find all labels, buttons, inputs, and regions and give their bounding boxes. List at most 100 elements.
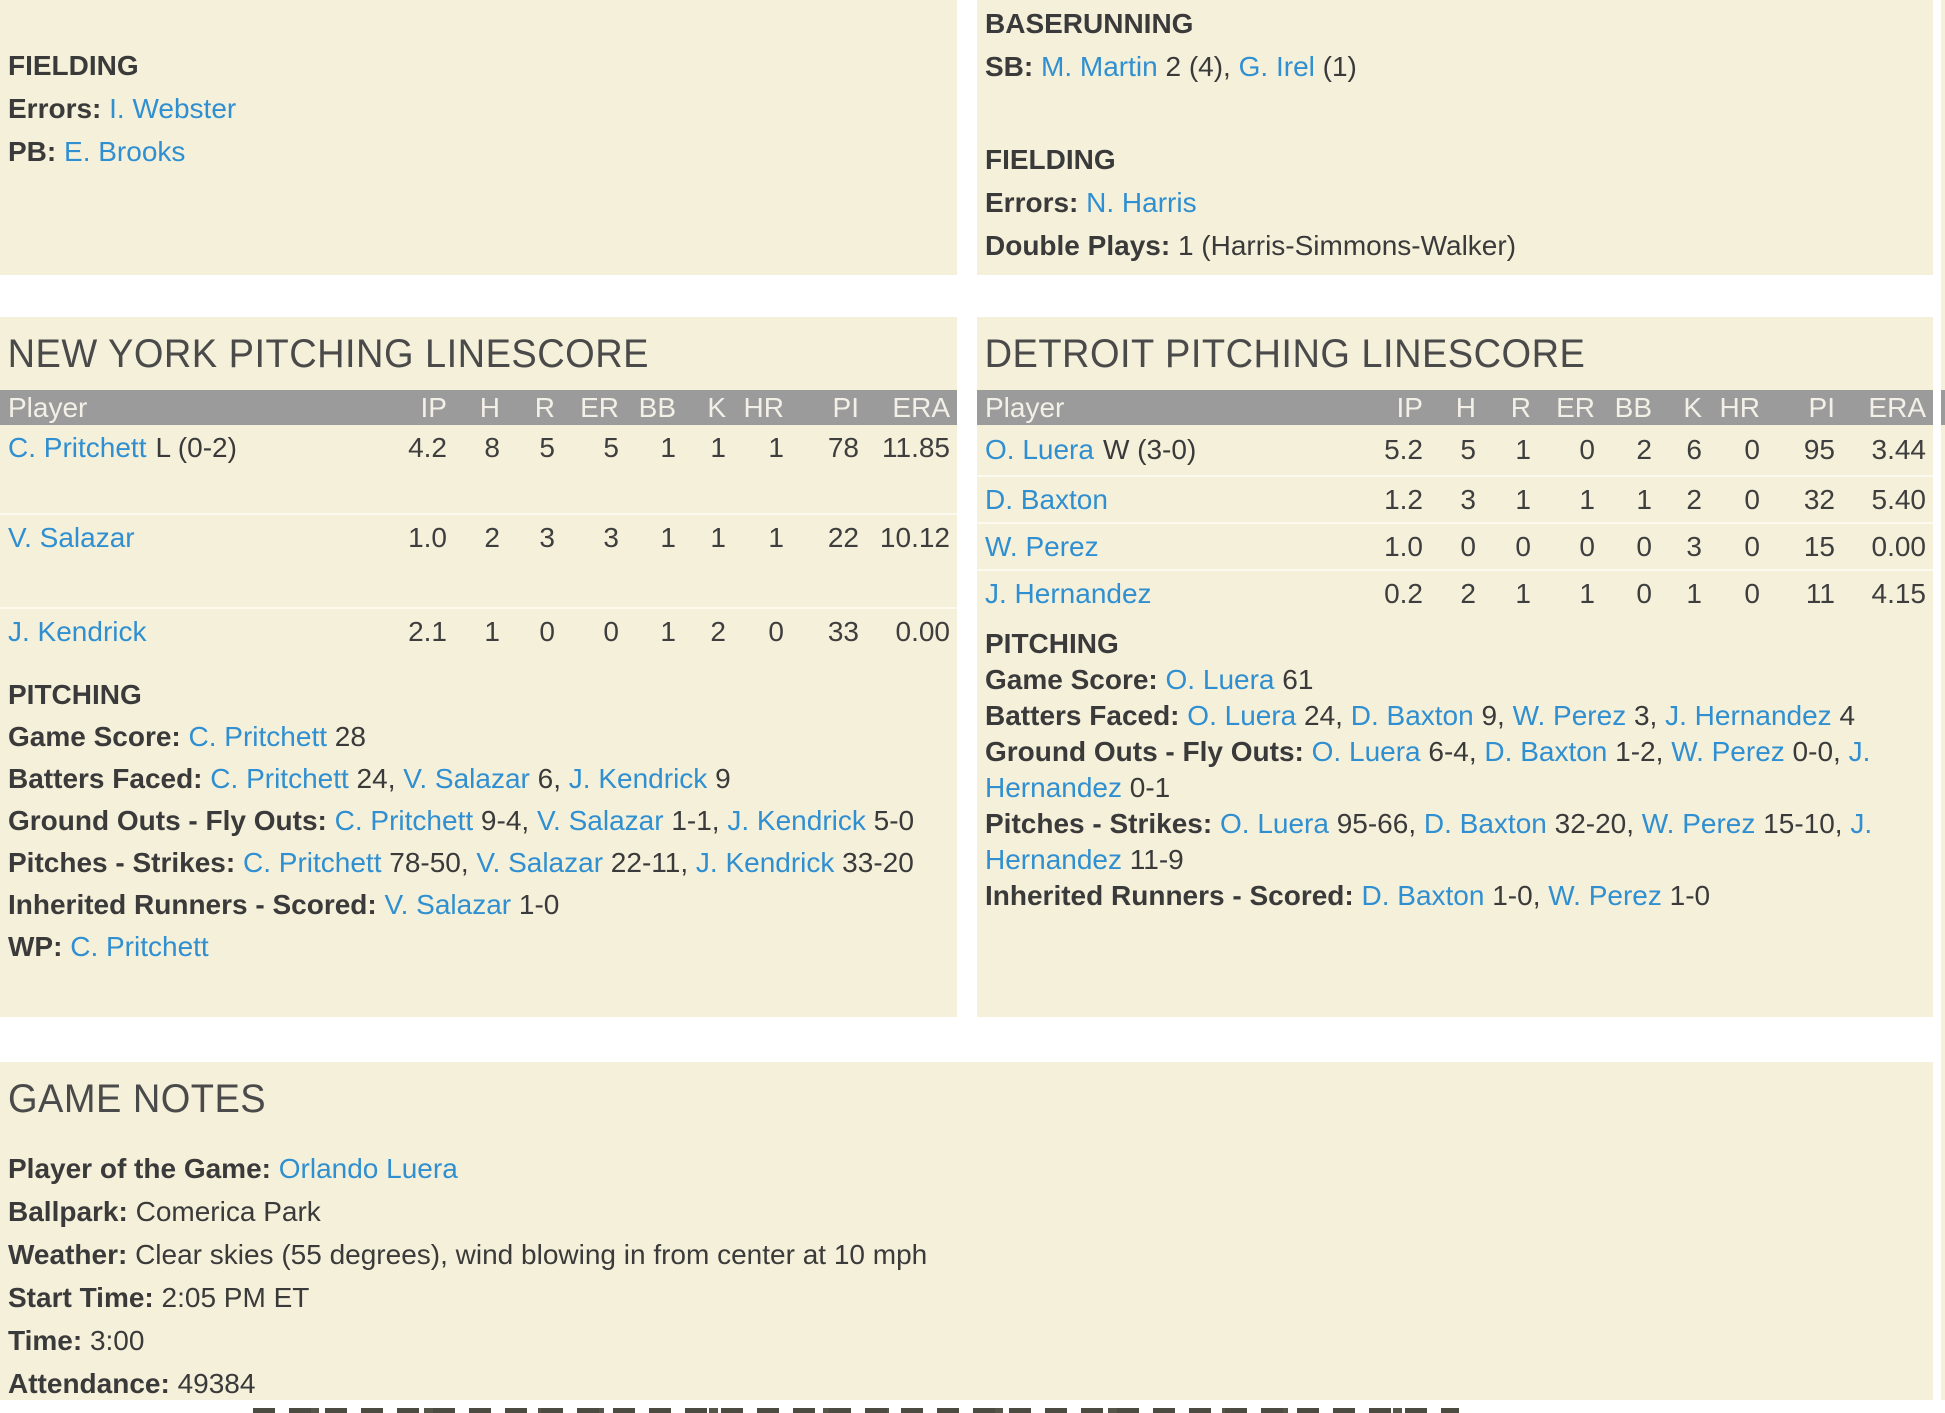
player-link[interactable]: V. Salazar [8,522,135,553]
text-part: 1-0, [1484,880,1549,911]
stat-cell: 5.2 [1384,434,1423,465]
text-part: (1) [1314,51,1357,82]
linescore-rows: O. Luera W (3-0) 5.2 5 1 0 2 6 0 95 3.44 … [977,425,1933,616]
stat-cell: 1 [1515,483,1531,515]
text-part[interactable]: J. Hernandez [985,736,1871,803]
stat-cell: 0.00 [1871,530,1927,562]
text-part[interactable]: W. Perez [1671,736,1785,767]
column-header: H [1455,391,1476,423]
text-part[interactable]: W. Perez [1512,700,1627,731]
text-part [327,805,335,836]
column-header: PI [1808,391,1835,423]
player-link[interactable]: J. Hernandez [985,577,1152,609]
stat-cell: 3.44 [1871,434,1927,465]
stat-cell: 2 [1636,434,1652,465]
text-part: WP: [8,931,63,962]
table-row: O. Luera W (3-0) 5.2 5 1 0 2 6 0 95 3.44 [977,425,1933,475]
text-part[interactable]: Orlando Luera [278,1153,458,1184]
text-part[interactable]: I. Webster [109,93,237,124]
batters-faced-line: Batters Faced: C. Pritchett 24, V. Salaz… [8,758,949,800]
player-link[interactable]: C. Pritchett [8,432,147,463]
text-part: SB: [985,51,1034,82]
text-part: 1 (Harris-Simmons-Walker) [1170,230,1517,261]
text-part[interactable]: W. Perez [1548,880,1662,911]
text-part[interactable]: J. Kendrick [568,763,708,794]
text-part: Attendance: [8,1368,170,1399]
text-part[interactable]: D. Baxton [1423,808,1547,839]
text-part[interactable]: E. Brooks [64,136,186,167]
text-part: 3, [1626,700,1666,731]
text-part[interactable]: D. Baxton [1484,736,1608,767]
text-part[interactable]: V. Salazar [476,847,604,878]
text-part[interactable]: J. Kendrick [727,805,866,836]
text-part[interactable]: C. Pritchett [334,805,474,836]
stat-cell: 1 [710,432,726,463]
stat-cell: 1 [660,616,676,647]
stat-cell: 2 [484,522,500,553]
stat-cell: 5 [539,432,555,463]
home-summary-panel: BASERUNNING SB: M. Martin 2 (4), G. Irel… [977,0,1933,275]
game-score-line: Game Score: O. Luera 61 [985,662,1925,698]
text-part[interactable]: M. Martin [1041,51,1158,82]
text-part[interactable]: D. Baxton [1361,880,1485,911]
column-header: PI [832,391,859,423]
weather-line: Weather: Clear skies (55 degrees), wind … [8,1233,1923,1276]
text-part[interactable]: V. Salazar [403,763,530,794]
text-part [1304,736,1312,767]
fielding-heading: FIELDING [8,50,139,81]
stat-cell: 0 [603,616,619,647]
stat-cell: 1 [484,616,500,647]
text-part [235,847,243,878]
text-part[interactable]: W. Perez [1641,808,1756,839]
text-part: 11-9 [1121,844,1184,875]
text-part[interactable]: O. Luera [1311,736,1421,767]
table-row: W. Perez 1.0 0 0 0 0 3 0 15 0.00 [977,522,1933,569]
sb-line: SB: M. Martin 2 (4), G. Irel (1) [985,45,1923,88]
stat-cell: 0 [768,616,784,647]
next-column-sliver [1941,0,1945,1400]
text-part[interactable]: J. Hernandez [1665,700,1832,731]
text-part[interactable]: C. Pritchett [188,721,328,752]
text-part[interactable]: J. Kendrick [695,847,835,878]
text-part[interactable]: C. Pritchett [70,931,209,962]
ny-pitching-notes: PITCHING Game Score: C. Pritchett 28 Bat… [0,674,957,968]
text-part: Inherited Runners - Scored: [8,889,377,920]
text-part: 0-1 [1121,772,1171,803]
text-part[interactable]: O. Luera [1219,808,1329,839]
text-part[interactable]: C. Pritchett [210,763,349,794]
player-link[interactable]: J. Kendrick [8,616,147,647]
stat-cell: 0 [1744,483,1760,515]
text-part: Batters Faced: [8,763,203,794]
stat-cell: 1 [1515,577,1531,609]
text-part[interactable]: D. Baxton [1350,700,1474,731]
text-part[interactable]: O. Luera [1165,664,1275,695]
text-part: 33-20 [834,847,914,878]
time-line: Time: 3:00 [8,1319,1923,1362]
text-part: 5-0 [865,805,915,836]
text-part: Time: [8,1325,83,1356]
stat-cell: 95 [1803,434,1835,465]
text-part[interactable]: V. Salazar [536,805,664,836]
double-plays-line: Double Plays: 1 (Harris-Simmons-Walker) [985,224,1923,267]
text-part[interactable]: O. Luera [1187,700,1297,731]
text-part[interactable]: C. Pritchett [242,847,382,878]
stat-cell: 2 [710,616,726,647]
text-part[interactable]: J. Hernandez [985,808,1873,875]
text-part[interactable]: G. Irel [1238,51,1315,82]
player-link[interactable]: D. Baxton [985,483,1108,515]
text-part[interactable]: V. Salazar [384,889,512,920]
stat-cell: 0 [1579,530,1595,562]
stat-cell: 3 [1686,530,1702,562]
player-link[interactable]: O. Luera [985,434,1094,465]
text-part[interactable]: N. Harris [1086,187,1197,218]
stat-cell: 0.00 [895,616,951,647]
player-cell: W. Perez [985,531,1363,563]
baserunning-heading: BASERUNNING [985,8,1194,39]
column-header: IP [420,391,447,423]
text-part: Clear skies (55 degrees), wind blowing i… [127,1239,928,1270]
ny-pitching-linescore-panel: NEW YORK PITCHING LINESCORE Player IP H R ER… [0,317,957,1017]
ballpark-line: Ballpark: Comerica Park [8,1190,1923,1233]
player-of-the-game-line: Player of the Game: Orlando Luera [8,1147,1923,1190]
player-link[interactable]: W. Perez [985,530,1099,562]
